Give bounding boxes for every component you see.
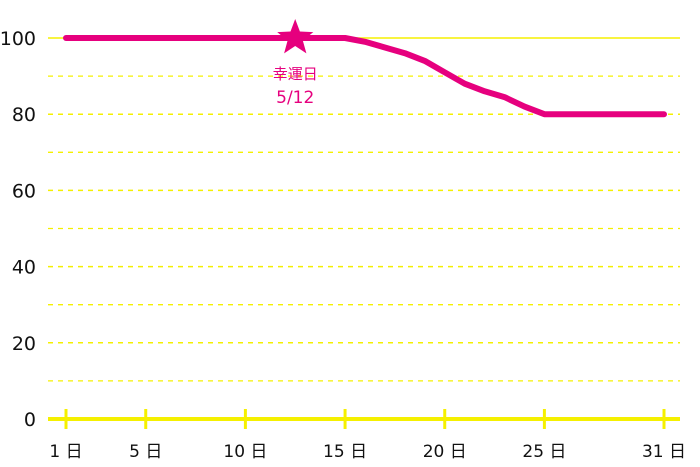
annotation-date: 5/12 [276, 88, 314, 108]
y-tick-label: 80 [12, 104, 36, 126]
lucky-day-annotation: 幸運日 5/12 [273, 19, 318, 108]
x-tick-label: 10 日 [223, 442, 267, 462]
x-tick-label: 15 日 [323, 442, 367, 462]
x-tick-label: 5 日 [129, 442, 162, 462]
y-tick-label: 40 [12, 257, 36, 279]
y-tick-label: 100 [0, 28, 36, 50]
y-tick-label: 20 [12, 333, 36, 355]
y-tick-label: 0 [24, 409, 36, 431]
x-tick-label: 1 日 [49, 442, 82, 462]
star-icon [277, 19, 314, 54]
x-tick-label: 25 日 [522, 442, 566, 462]
series-line [63, 35, 667, 118]
annotation-label: 幸運日 [273, 65, 318, 83]
x-tick-label: 20 日 [423, 442, 467, 462]
y-tick-label: 60 [12, 180, 36, 202]
series-layer [63, 35, 667, 118]
x-axis-ticks: 1 日 5 日 10 日 15 日 20 日 25 日 31 日 [49, 409, 686, 462]
x-tick-label: 31 日 [642, 442, 686, 462]
y-axis-ticks: 0 20 40 60 80 100 [0, 28, 36, 431]
grid-lines [48, 37, 680, 382]
